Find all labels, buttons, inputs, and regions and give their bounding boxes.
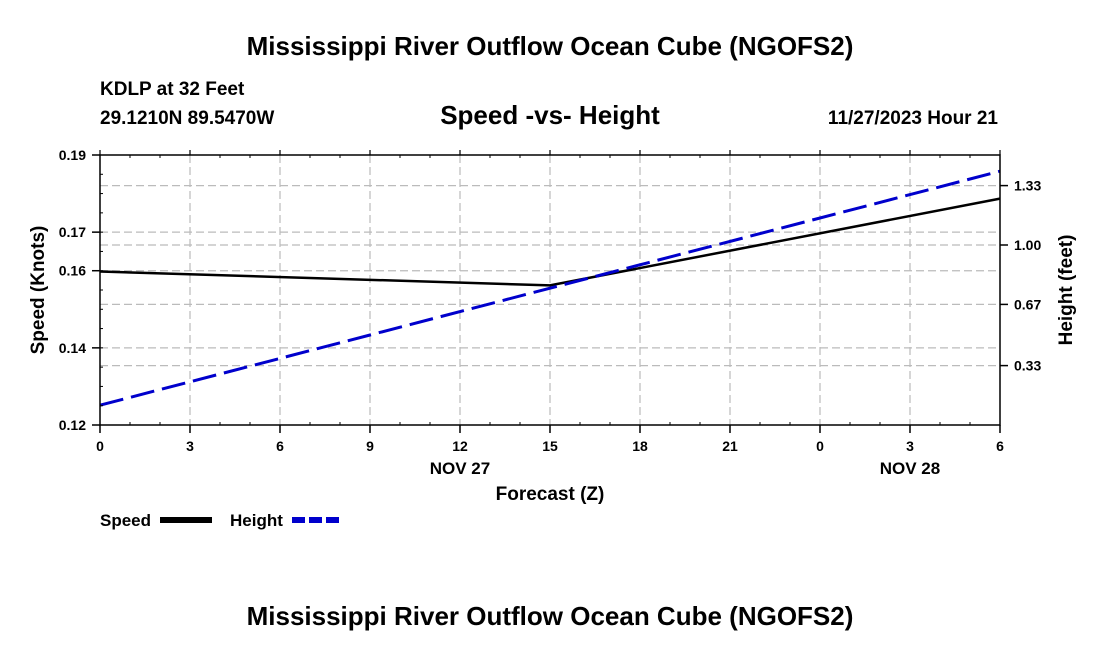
series-line-speed (99, 197, 1001, 287)
x-tick-label: 3 (906, 438, 914, 454)
legend-label-height: Height (230, 511, 283, 530)
date-label: NOV 27 (430, 459, 490, 478)
y2-axis-label: Height (feet) (1056, 235, 1077, 346)
y-tick-label: 0.19 (59, 147, 86, 163)
x-tick-label: 3 (186, 438, 194, 454)
x-axis-label: Forecast (Z) (496, 484, 605, 505)
x-tick-label: 9 (366, 438, 374, 454)
x-tick-label: 12 (452, 438, 468, 454)
grid (100, 155, 1000, 425)
x-tick-label: 6 (276, 438, 284, 454)
y-tick-label: 0.14 (59, 340, 86, 356)
station-coords: 29.1210N 89.5470W (100, 108, 274, 129)
y2-tick-label: 1.00 (1014, 237, 1041, 253)
x-tick-label: 18 (632, 438, 648, 454)
footer-title: Mississippi River Outflow Ocean Cube (NG… (247, 601, 854, 631)
y-tick-label: 0.12 (59, 417, 86, 433)
x-tick-label: 0 (96, 438, 104, 454)
x-tick-label: 15 (542, 438, 558, 454)
legend-label-speed: Speed (100, 511, 151, 530)
y-axis-label: Speed (Knots) (28, 226, 49, 355)
y2-tick-label: 1.33 (1014, 178, 1041, 194)
series-layer (99, 169, 1001, 407)
y2-tick-label: 0.67 (1014, 296, 1041, 312)
series-line-height (99, 169, 1001, 407)
forecast-datetime: 11/27/2023 Hour 21 (828, 108, 998, 129)
y-tick-label: 0.16 (59, 263, 86, 279)
legend: Speed Height (100, 511, 342, 530)
chart-subtitle: Speed -vs- Height (440, 100, 660, 130)
page-title: Mississippi River Outflow Ocean Cube (NG… (247, 31, 854, 61)
y2-tick-label: 0.33 (1014, 358, 1041, 374)
x-tick-label: 0 (816, 438, 824, 454)
x-tick-label: 21 (722, 438, 738, 454)
axes: 0 3 6 9 12 15 18 21 0 3 6 NOV 27 NOV 28 0.12 0.14 0.16 0… (59, 147, 1042, 478)
y-tick-label: 0.17 (59, 224, 86, 240)
x-tick-label: 6 (996, 438, 1004, 454)
station-label: KDLP at 32 Feet (100, 79, 245, 100)
date-label: NOV 28 (880, 459, 940, 478)
